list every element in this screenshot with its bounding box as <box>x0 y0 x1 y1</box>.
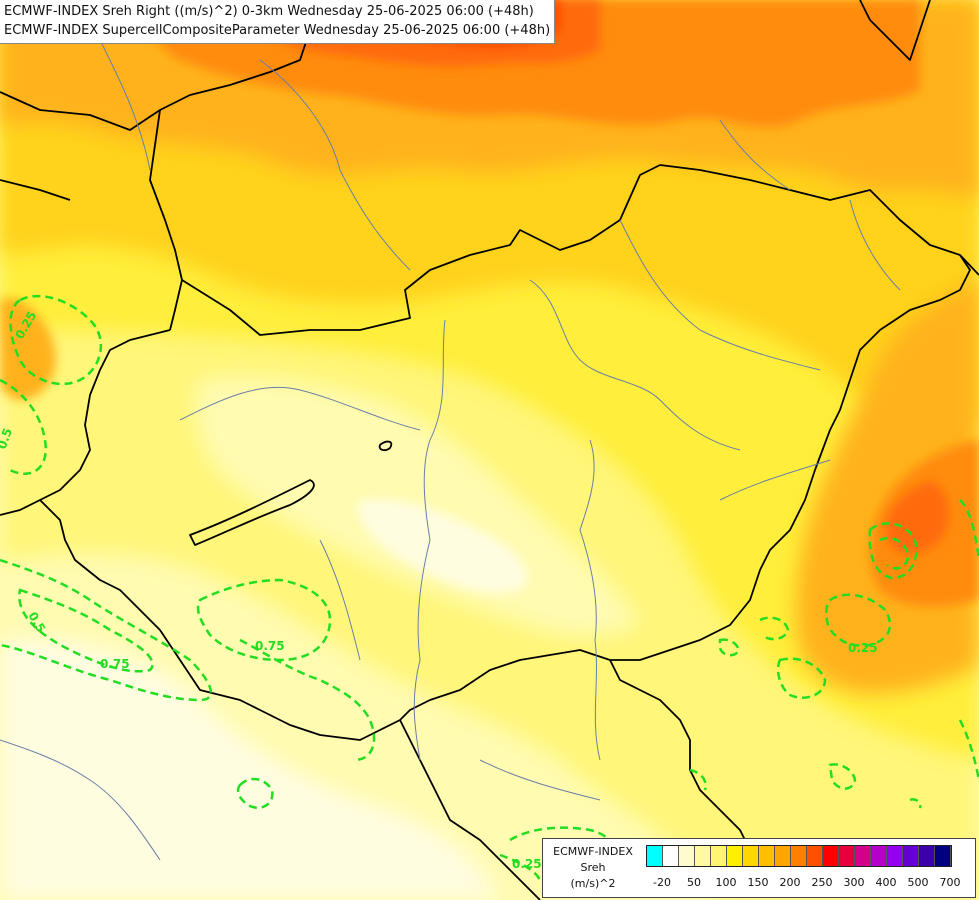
contour-label: 0.25 <box>848 641 878 655</box>
legend-parameter-label: Sreh <box>580 861 606 874</box>
legend-swatch <box>935 846 951 866</box>
legend-swatch <box>775 846 791 866</box>
legend-swatch <box>791 846 807 866</box>
legend-swatch <box>887 846 903 866</box>
map-title-box: ECMWF-INDEX Sreh Right ((m/s)^2) 0-3km W… <box>0 0 556 44</box>
legend-tick-label: 500 <box>907 876 929 889</box>
legend-tick-label: 300 <box>843 876 865 889</box>
legend-swatch <box>759 846 775 866</box>
legend-tick-label: 250 <box>811 876 833 889</box>
legend-swatch <box>919 846 935 866</box>
legend-swatch <box>839 846 855 866</box>
legend-unit-label: (m/s)^2 <box>570 877 616 890</box>
scp-contours <box>0 294 979 881</box>
legend-tick-label: 700 <box>939 876 961 889</box>
legend-swatch <box>663 846 679 866</box>
legend-swatch <box>679 846 695 866</box>
legend-swatch <box>695 846 711 866</box>
legend-swatch <box>727 846 743 866</box>
rivers-and-regions <box>0 39 901 861</box>
legend-color-scale <box>646 845 952 867</box>
title-line-sreh: ECMWF-INDEX Sreh Right ((m/s)^2) 0-3km W… <box>4 4 534 19</box>
legend-tick-label: 50 <box>687 876 701 889</box>
legend-swatch <box>823 846 839 866</box>
legend-tick-label: 400 <box>875 876 897 889</box>
legend-swatch <box>711 846 727 866</box>
contour-label: 0.75 <box>255 639 285 653</box>
legend-swatch <box>903 846 919 866</box>
legend-swatch <box>807 846 823 866</box>
legend-swatch <box>855 846 871 866</box>
title-line-scp: ECMWF-INDEX SupercellCompositeParameter … <box>4 23 551 38</box>
color-legend: ECMWF-INDEX Sreh (m/s)^2 -20 50 100 150 200 2… <box>542 838 976 898</box>
legend-swatch <box>871 846 887 866</box>
legend-swatch <box>743 846 759 866</box>
legend-tick-label: 100 <box>715 876 737 889</box>
legend-tick-label: 150 <box>747 876 769 889</box>
contour-label: 0.25 <box>512 857 542 871</box>
legend-tick-label: -20 <box>653 876 671 889</box>
contour-label: 0.75 <box>100 657 130 671</box>
legend-source-label: ECMWF-INDEX <box>553 845 633 858</box>
legend-tick-label: 200 <box>779 876 801 889</box>
legend-swatch <box>647 846 663 866</box>
